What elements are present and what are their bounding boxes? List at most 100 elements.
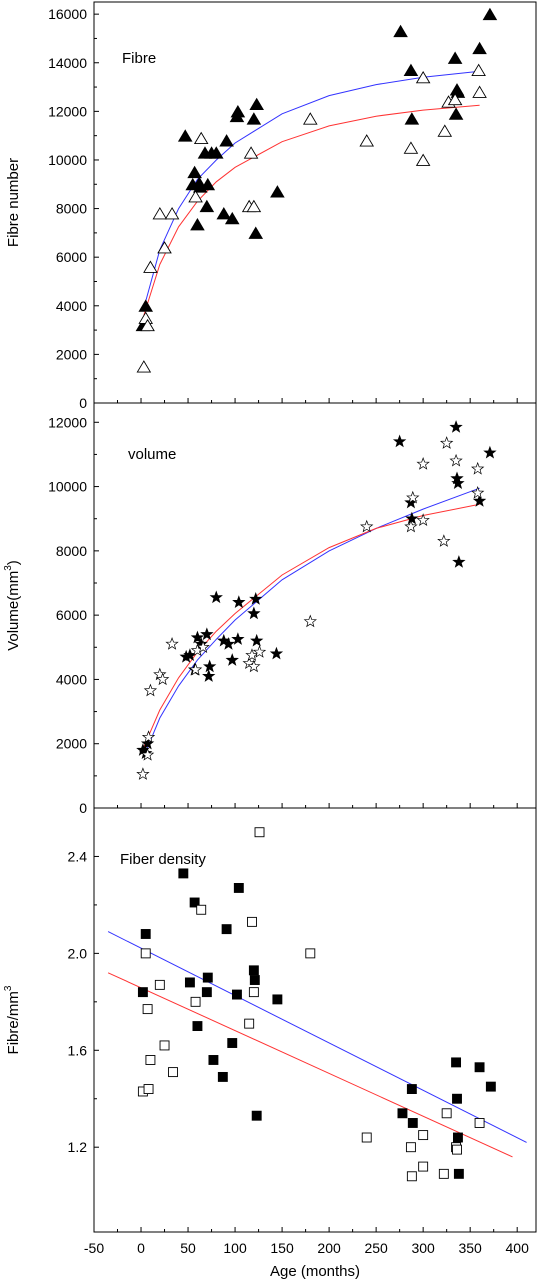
data-point-filled: [187, 165, 202, 179]
data-point-filled: [219, 134, 234, 147]
data-point-filled: [451, 1057, 462, 1068]
plot-frame: [93, 1, 537, 404]
data-point-open: [406, 490, 420, 504]
data-point-filled: [137, 987, 148, 998]
data-point-filled: [270, 185, 285, 198]
y-tick-label: 0: [79, 800, 87, 816]
data-point-open: [437, 534, 451, 547]
data-point-filled: [192, 1021, 203, 1032]
data-point-filled: [199, 199, 215, 213]
data-point-open: [438, 1168, 449, 1179]
data-point-filled: [189, 897, 200, 908]
x-tick-label: 100: [223, 1240, 247, 1256]
data-point-filled: [403, 63, 419, 76]
data-point-open: [153, 667, 167, 681]
fit-line-red: [143, 503, 480, 748]
panel-title: volume: [128, 446, 176, 463]
y-axis-label-superscript: 3: [3, 985, 14, 991]
data-point-filled: [184, 977, 195, 988]
data-point-open: [140, 318, 155, 332]
data-point-open: [164, 207, 180, 220]
data-point-filled: [231, 632, 245, 645]
data-point-open: [252, 645, 267, 658]
data-point-filled: [452, 1093, 462, 1104]
y-tick-label: 2000: [56, 346, 87, 362]
data-point-filled: [249, 97, 264, 111]
data-point-filled: [227, 1038, 238, 1048]
data-point-filled: [202, 972, 213, 983]
data-point-filled: [177, 129, 193, 142]
data-point-filled: [224, 211, 240, 225]
data-point-open: [243, 146, 259, 159]
y-tick-label: 4000: [56, 298, 87, 314]
data-point-filled: [209, 590, 223, 604]
data-point-open: [152, 207, 168, 220]
data-point-filled: [452, 555, 466, 568]
y-tick-label: 8000: [56, 201, 87, 217]
data-point-filled: [246, 112, 262, 125]
y-tick-label: 6000: [56, 249, 87, 265]
data-point-open: [452, 1144, 462, 1155]
data-point-filled: [208, 146, 224, 159]
data-point-open: [154, 979, 165, 990]
data-point-open: [437, 124, 453, 137]
data-point-filled: [449, 420, 463, 433]
data-point-open: [157, 241, 172, 254]
data-point-filled: [447, 51, 463, 64]
data-point-filled: [392, 434, 407, 448]
data-point-filled: [202, 669, 216, 682]
data-point-open: [246, 199, 262, 213]
fit-line-blue: [107, 931, 527, 1143]
data-point-open: [244, 1018, 255, 1029]
data-point-filled: [203, 659, 217, 673]
panel-3: 1.2 1.6 2.0 2.4 Fiber density Fibre/mm3: [3, 807, 537, 1233]
data-point-open: [416, 457, 430, 470]
data-point-filled: [248, 226, 264, 239]
x-tick-label: 0: [137, 1240, 145, 1256]
y-tick-label: 1.2: [68, 1139, 88, 1155]
data-point-open: [143, 1084, 154, 1095]
x-tick-label: 300: [411, 1240, 435, 1256]
data-point-open: [247, 916, 257, 927]
x-tick-label: 150: [270, 1240, 294, 1256]
data-point-filled: [250, 633, 264, 647]
data-point-open: [165, 637, 179, 650]
data-point-filled: [225, 653, 239, 666]
data-point-open: [405, 1142, 416, 1153]
data-point-open: [447, 92, 463, 106]
panel-2: 0 2000 4000 6000 8000 10000 12000 volume Volume(…: [3, 402, 537, 816]
data-point-open: [247, 659, 261, 673]
x-axis-label: Age (months): [270, 1263, 360, 1280]
data-point-open: [441, 1108, 452, 1119]
data-point-filled: [482, 7, 498, 21]
data-point-open: [472, 85, 487, 98]
y-tick-label: 14000: [48, 55, 87, 71]
data-point-open: [303, 614, 317, 628]
data-point-filled: [140, 929, 151, 939]
plot-frame: [93, 807, 537, 1233]
data-point-filled: [485, 1081, 496, 1092]
data-point-open: [188, 190, 203, 203]
y-axis-label-text: Volume(mm: [5, 571, 22, 651]
data-point-open: [415, 70, 431, 84]
data-point-open: [140, 747, 155, 761]
x-tick-label: 250: [364, 1240, 388, 1256]
y-axis-label: Fibre number: [5, 158, 22, 247]
y-tick-label: 1.6: [68, 1042, 88, 1058]
data-point-filled: [406, 1084, 417, 1095]
data-point-open: [245, 648, 259, 661]
data-point-filled: [221, 637, 236, 650]
y-tick-label: 12000: [48, 414, 87, 430]
data-point-open: [248, 987, 259, 998]
data-point-filled: [404, 112, 420, 125]
fit-line-red: [143, 104, 480, 316]
data-point-filled: [249, 975, 260, 985]
data-point-open: [471, 485, 485, 499]
data-point-filled: [221, 924, 232, 935]
data-point-filled: [251, 1110, 262, 1121]
y-axis-label-text: Fibre/mm: [5, 991, 22, 1054]
data-point-open: [403, 141, 419, 154]
data-point-open: [143, 260, 158, 273]
data-point-open: [406, 1171, 417, 1182]
